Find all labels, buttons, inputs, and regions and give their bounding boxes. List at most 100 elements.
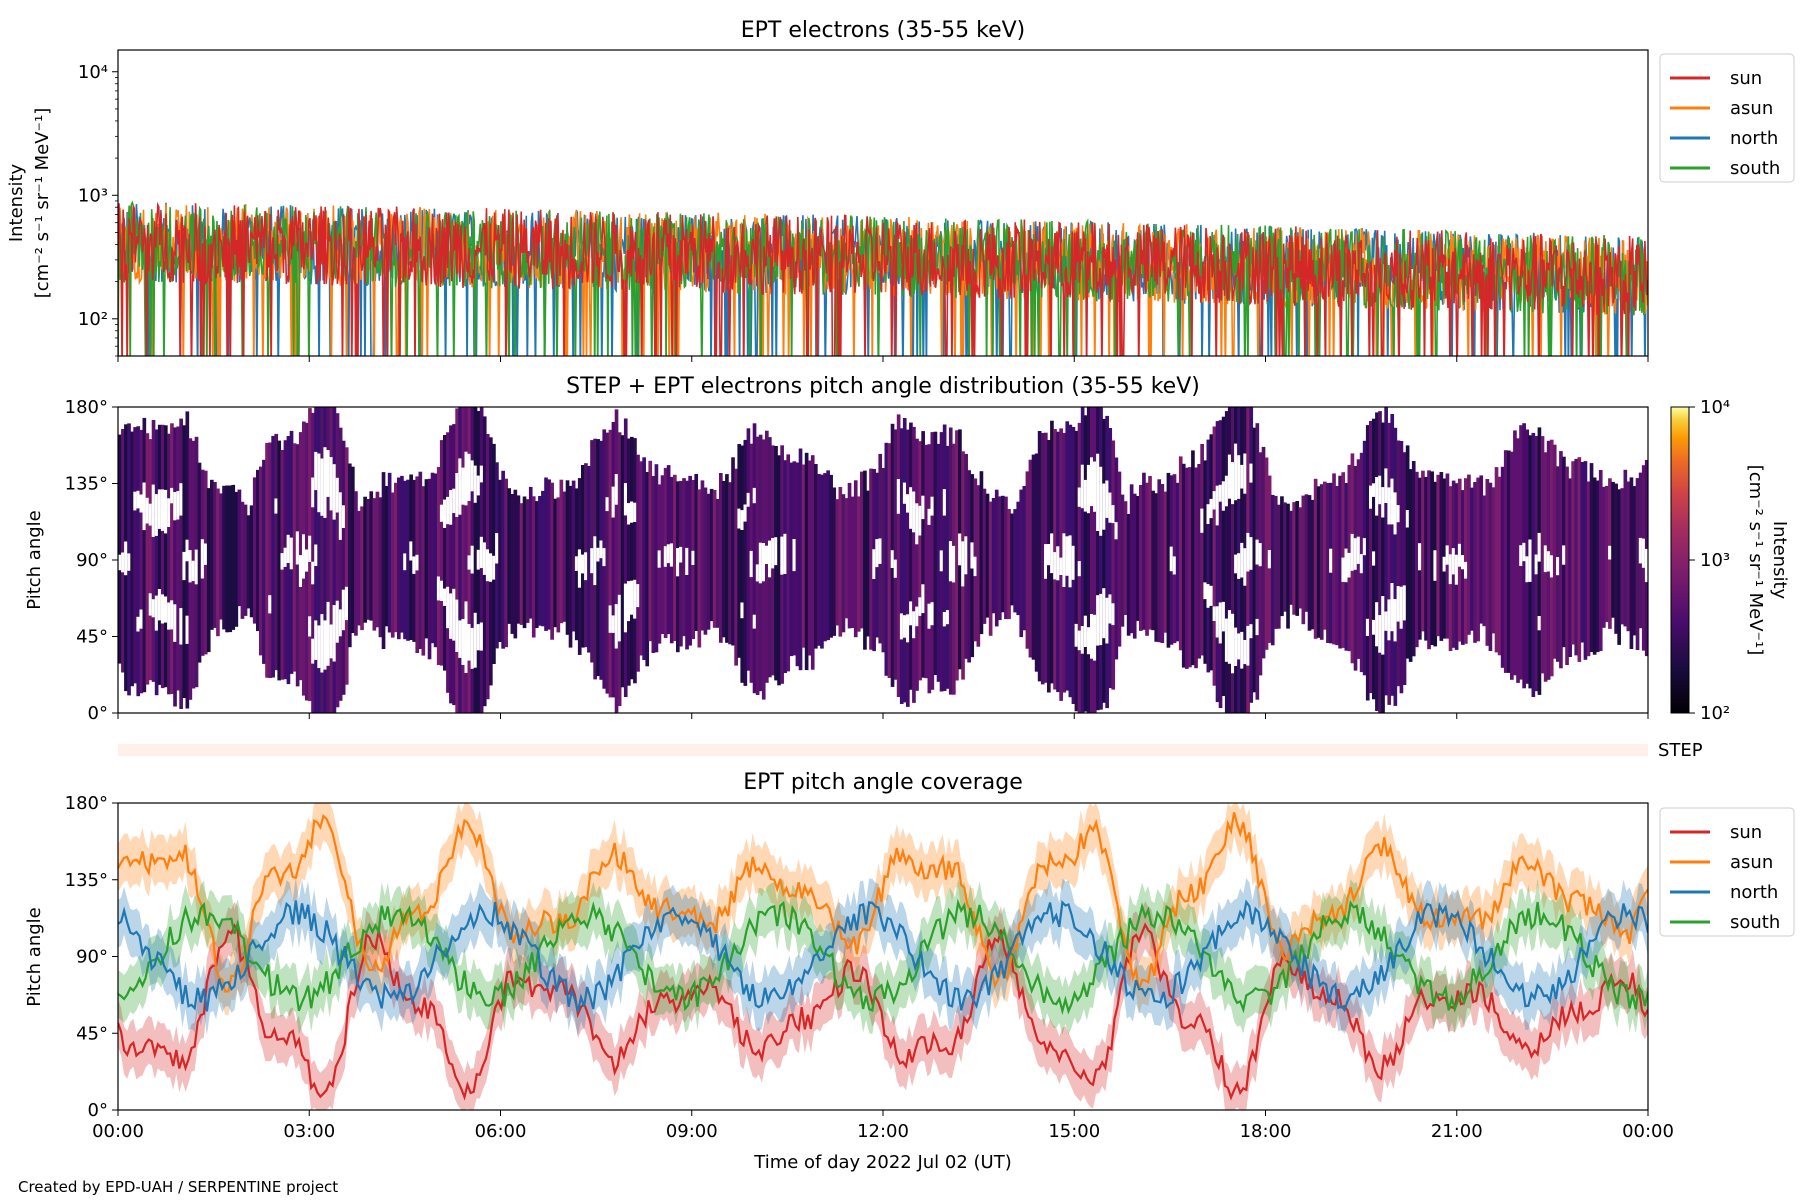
pad-cell	[197, 462, 202, 663]
pad-cell	[449, 425, 453, 704]
pad-gap	[280, 553, 285, 570]
pad-cell	[1132, 493, 1137, 639]
pad-cell	[295, 444, 300, 687]
pad-gap	[139, 494, 144, 513]
pad-gap	[792, 539, 797, 572]
pad-cell	[544, 477, 548, 631]
pad-cell	[378, 497, 383, 638]
pad-gap	[473, 612, 478, 668]
pad-cell	[326, 407, 331, 713]
pad-cell	[587, 465, 591, 653]
pad-cell	[473, 407, 478, 713]
pad-cell	[1375, 412, 1379, 711]
pad-cell	[501, 470, 505, 649]
pad-gap	[311, 561, 315, 585]
pad-cell	[222, 485, 226, 630]
pad-cell	[829, 474, 833, 638]
pad-gap	[449, 593, 453, 639]
pad-cell	[176, 426, 180, 691]
pad-cell	[728, 482, 732, 645]
pad-cell	[860, 471, 864, 629]
pad-cell	[206, 488, 211, 653]
pad-cell	[384, 486, 389, 627]
pad-gap	[314, 544, 318, 566]
y-tick-label: 45°	[76, 627, 108, 648]
pad-cell	[139, 429, 144, 694]
panel1-series	[118, 200, 1648, 356]
pad-cell	[568, 485, 573, 648]
pad-gap	[752, 614, 757, 629]
pad-cell	[795, 462, 800, 667]
pad-cell	[915, 438, 919, 691]
pad-cell	[1589, 463, 1594, 652]
pad-cell	[167, 433, 171, 695]
pad-gap	[771, 538, 775, 569]
pad-gap	[308, 535, 312, 562]
pad-gap	[1393, 492, 1398, 535]
y-tick-label: 135°	[65, 474, 108, 495]
pad-cell	[982, 488, 987, 624]
pad-cell	[648, 460, 653, 642]
pad-gap	[476, 475, 481, 496]
pad-gap	[918, 505, 922, 536]
panel1-yticks: 10² 10³ 10⁴	[78, 62, 118, 357]
pad-gap	[176, 491, 180, 520]
pad-cell	[608, 429, 613, 698]
panel2-title: STEP + EPT electrons pitch angle distrib…	[566, 374, 1200, 399]
pad-cell	[121, 429, 125, 673]
pad-cell	[1047, 440, 1051, 693]
pad-cell	[1175, 482, 1180, 642]
pad-cell	[1286, 503, 1290, 629]
pad-gap	[329, 457, 334, 511]
pad-cell	[335, 413, 340, 708]
pad-cell	[268, 442, 272, 678]
pad-gap	[1381, 487, 1385, 518]
pad-cell	[1157, 479, 1162, 643]
pad-gap	[1090, 457, 1094, 507]
pad-gap	[1641, 538, 1646, 568]
pad-gap	[1209, 585, 1214, 606]
pad-cell	[853, 480, 858, 638]
pad-gap	[409, 541, 413, 561]
pad-cell	[1565, 466, 1569, 665]
pad-gap	[1056, 546, 1060, 581]
pad-gap	[1525, 556, 1530, 583]
pad-gap	[311, 477, 315, 508]
pad-gap	[633, 579, 637, 619]
pad-gap	[1365, 618, 1370, 636]
pad-gap	[611, 615, 616, 633]
pad-cell	[1635, 478, 1640, 650]
pad-cell	[899, 428, 904, 704]
pad-cell	[1586, 481, 1591, 657]
pad-cell	[1277, 504, 1281, 629]
pad-cell	[1571, 461, 1575, 645]
pad-cell	[863, 470, 867, 650]
pad-cell	[1117, 471, 1122, 647]
pad-cell	[525, 499, 530, 623]
pad-gap	[749, 550, 754, 578]
pad-cell	[277, 440, 282, 681]
pad-cell	[847, 482, 852, 629]
y-tick-label: 180°	[65, 793, 108, 814]
pad-gap	[915, 606, 919, 627]
pad-cell	[160, 424, 165, 689]
pad-gap	[1243, 453, 1247, 494]
pad-gap	[476, 624, 481, 651]
pad-gap	[1093, 461, 1097, 512]
pad-cell	[976, 485, 981, 647]
pad-gap	[467, 555, 472, 570]
pad-gap	[623, 583, 628, 633]
pad-gap	[669, 543, 674, 567]
pad-gap	[274, 498, 279, 514]
pad-cell	[464, 407, 469, 713]
pad-cell	[1074, 430, 1079, 712]
pad-cell	[1323, 481, 1327, 630]
pad-gap	[1402, 585, 1407, 621]
pad-cell	[225, 485, 229, 633]
pad-gap	[179, 608, 183, 645]
pad-gap	[495, 533, 499, 564]
pad-cell	[1283, 502, 1287, 612]
pad-cell	[918, 441, 922, 681]
pad-cell	[1111, 440, 1116, 690]
pad-cell	[553, 498, 558, 628]
